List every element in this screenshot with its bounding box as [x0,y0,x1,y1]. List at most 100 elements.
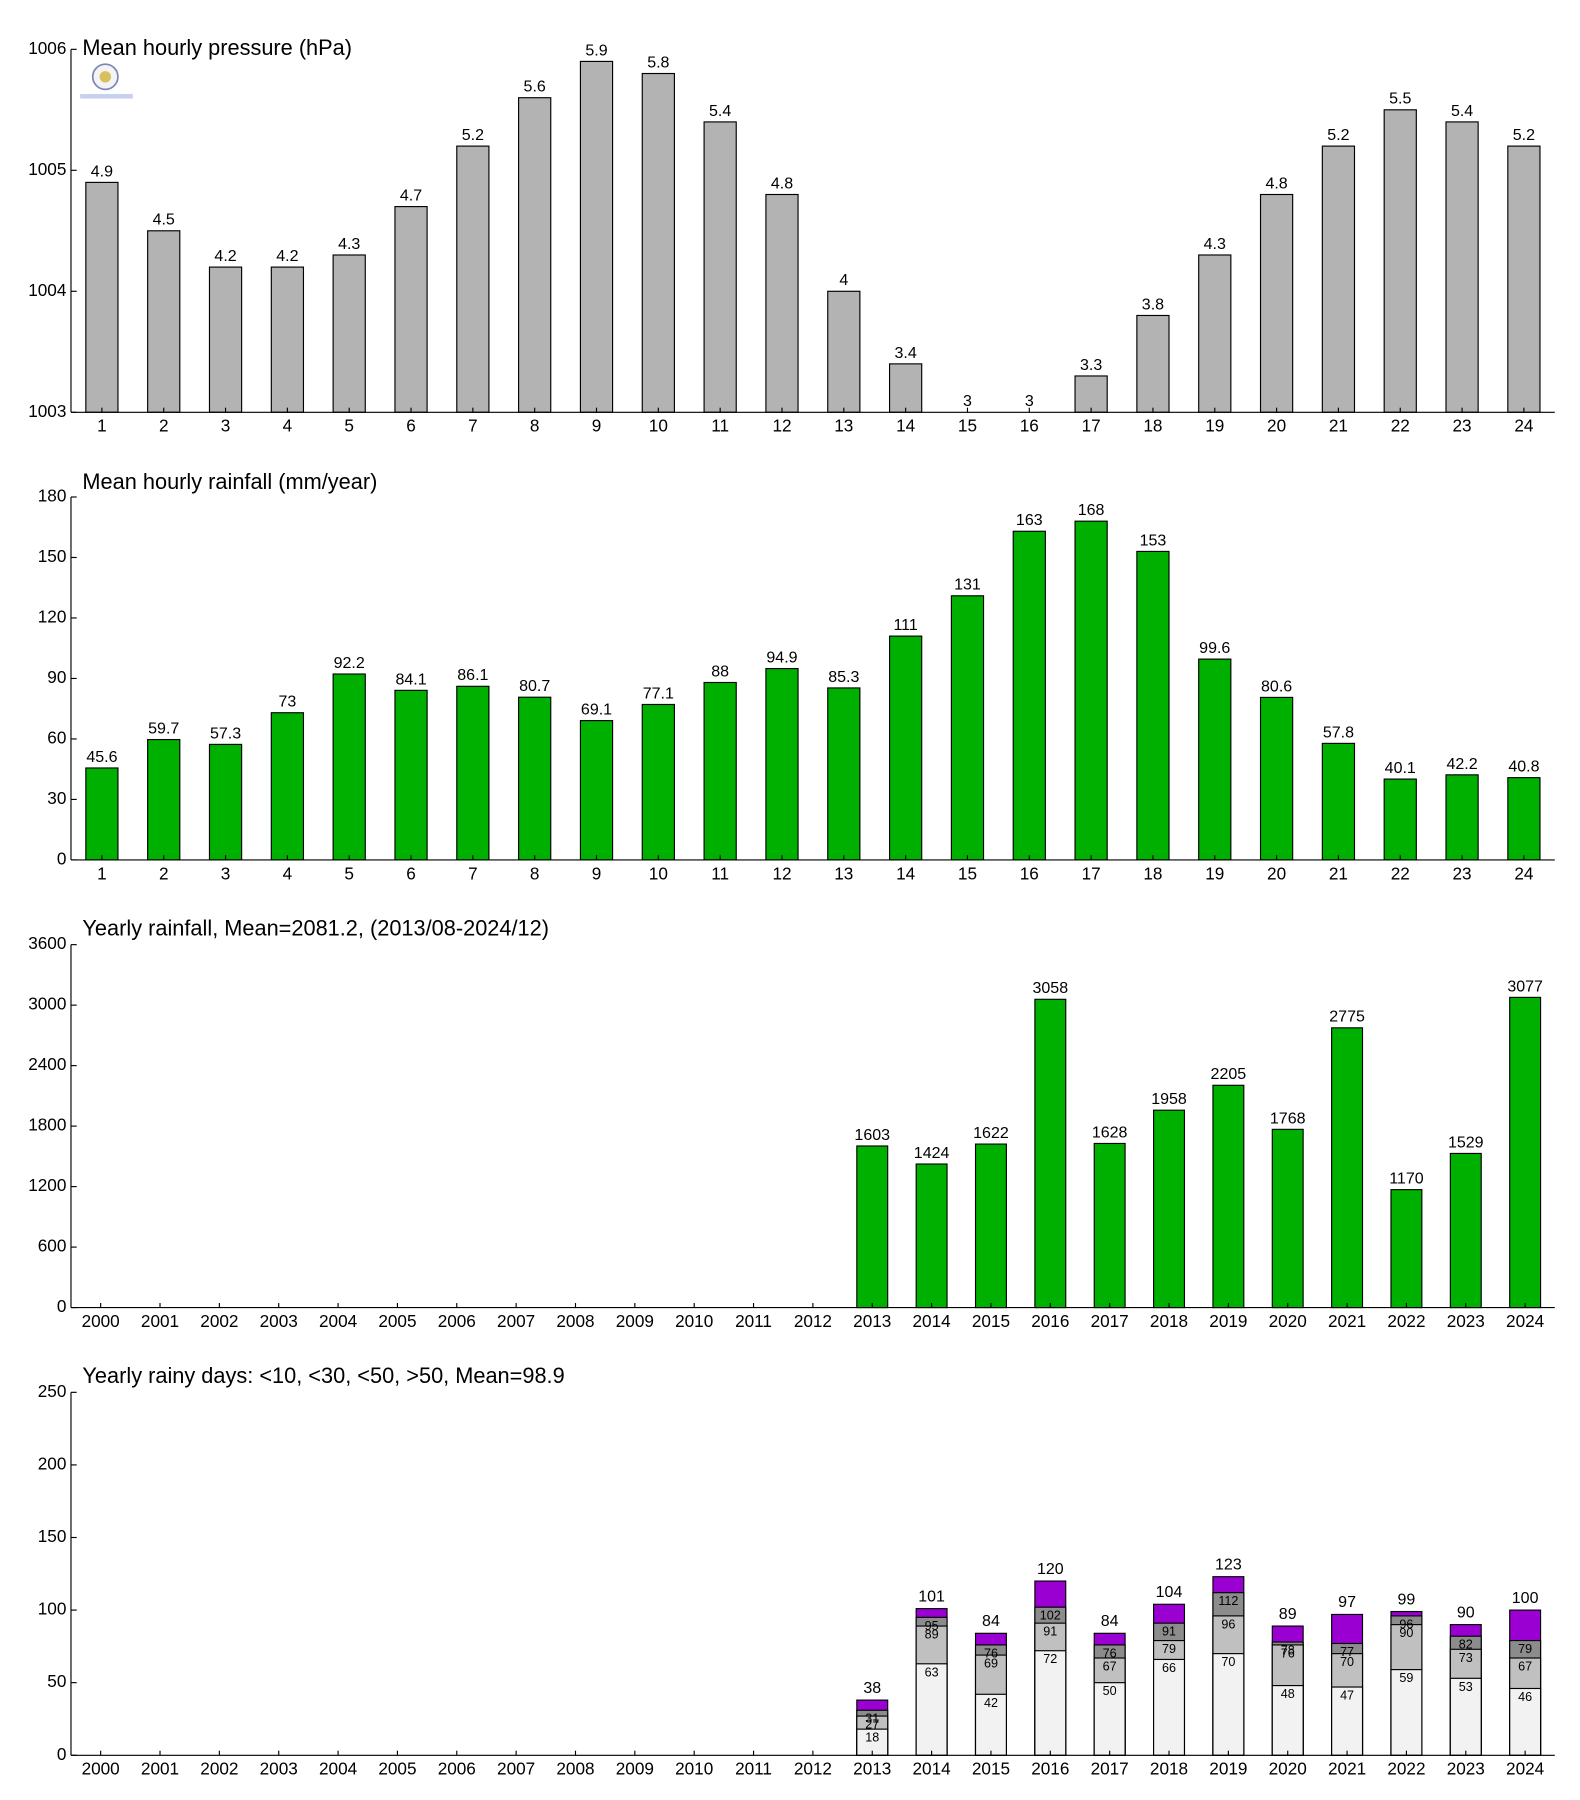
x-tick-label: 2010 [675,1759,713,1779]
bar [1259,696,1294,861]
x-tick-label: 22 [1391,416,1410,436]
bar [270,266,305,413]
value-label: 91 [1162,1625,1176,1639]
bar [1383,778,1417,861]
value-label: 4.2 [276,247,298,265]
y-tick-label: 1004 [28,280,67,300]
value-label: 4.2 [214,247,236,265]
y-tick-label: 0 [57,848,67,868]
bar [1074,520,1108,861]
x-tick-label: 3 [221,416,231,436]
bar-segment [1034,1650,1067,1756]
value-label: 3 [1025,392,1034,410]
value-label: 89 [1279,1605,1297,1623]
value-label: 76 [1103,1646,1117,1660]
value-label: 76 [984,1646,998,1660]
value-label: 112 [1218,1594,1238,1608]
x-tick-label: 2016 [1031,1759,1069,1779]
bar [332,673,366,861]
value-label: 5.9 [585,41,607,59]
bar [332,254,366,413]
x-tick-label: 2016 [1031,1311,1069,1331]
value-label: 163 [1016,511,1043,529]
y-tick-label: 120 [38,606,67,626]
chart-title: Mean hourly rainfall (mm/year) [82,469,377,494]
x-tick-label: 10 [649,416,668,436]
value-label: 47 [1340,1689,1354,1703]
x-tick-label: 2002 [200,1759,238,1779]
value-label: 82 [1459,1638,1473,1652]
value-label: 42.2 [1446,755,1477,773]
x-tick-label: 2020 [1269,1311,1307,1331]
bar [1321,742,1356,861]
value-label: 88 [711,662,729,680]
x-tick-label: 2004 [319,1311,358,1331]
y-tick-label: 600 [38,1236,67,1256]
value-label: 67 [1518,1659,1532,1673]
bar [1034,998,1067,1309]
value-label: 1768 [1270,1109,1306,1127]
bar [641,703,675,861]
bar [1198,254,1232,413]
value-label: 4.3 [338,235,360,253]
value-label: 45.6 [86,748,117,766]
value-label: 111 [893,616,917,634]
x-tick-label: 2018 [1150,1311,1188,1331]
x-tick-label: 4 [283,863,293,883]
value-label: 70 [1221,1655,1235,1669]
value-label: 4.9 [91,162,113,180]
bar [888,363,923,413]
x-tick-label: 14 [896,416,916,436]
y-tick-label: 250 [38,1381,67,1401]
y-tick-label: 1005 [28,159,66,179]
value-label: 131 [954,576,981,594]
value-label: 1628 [1092,1123,1128,1141]
value-label: 48 [1281,1687,1295,1701]
value-label: 70 [1340,1655,1354,1669]
x-tick-label: 2 [159,863,169,883]
value-label: 123 [1215,1555,1242,1573]
x-tick-label: 2017 [1091,1311,1129,1331]
value-label: 40.8 [1508,758,1539,776]
bar [1259,193,1294,413]
x-tick-label: 2020 [1269,1759,1307,1779]
value-label: 84.1 [395,670,426,688]
x-tick-label: 17 [1082,416,1101,436]
x-tick-label: 15 [958,416,977,436]
x-tick-label: 2 [159,416,169,436]
x-tick-label: 14 [896,863,916,883]
bar [85,181,119,413]
bar [1074,375,1108,413]
bar-segment [1509,1687,1542,1756]
x-tick-label: 11 [711,416,729,436]
value-label: 1622 [973,1124,1009,1142]
value-label: 77 [1340,1645,1354,1659]
x-tick-label: 2001 [141,1311,179,1331]
value-label: 99 [1398,1590,1416,1608]
bar [703,121,737,413]
value-label: 4 [839,271,848,289]
value-label: 67 [1103,1659,1117,1673]
value-label: 84 [982,1612,1000,1630]
x-tick-label: 3 [221,863,231,883]
x-tick-label: 2006 [438,1311,476,1331]
bar-segment [1331,1686,1364,1756]
value-label: 42 [984,1696,998,1710]
x-tick-label: 13 [834,863,853,883]
value-label: 84 [1101,1612,1119,1630]
value-label: 63 [925,1665,939,1679]
value-label: 5.5 [1389,90,1411,108]
x-tick-label: 2000 [82,1759,120,1779]
value-label: 80.6 [1261,677,1292,695]
x-tick-label: 7 [468,416,478,436]
bar [703,681,737,861]
x-tick-label: 2011 [735,1759,772,1779]
bar [85,767,119,861]
value-label: 31 [865,1712,879,1726]
x-tick-label: 6 [406,863,416,883]
value-label: 95 [925,1619,939,1633]
bar-segment [974,1693,1007,1756]
x-tick-label: 8 [530,863,540,883]
y-tick-label: 1800 [28,1115,66,1135]
value-label: 4.3 [1204,235,1226,253]
